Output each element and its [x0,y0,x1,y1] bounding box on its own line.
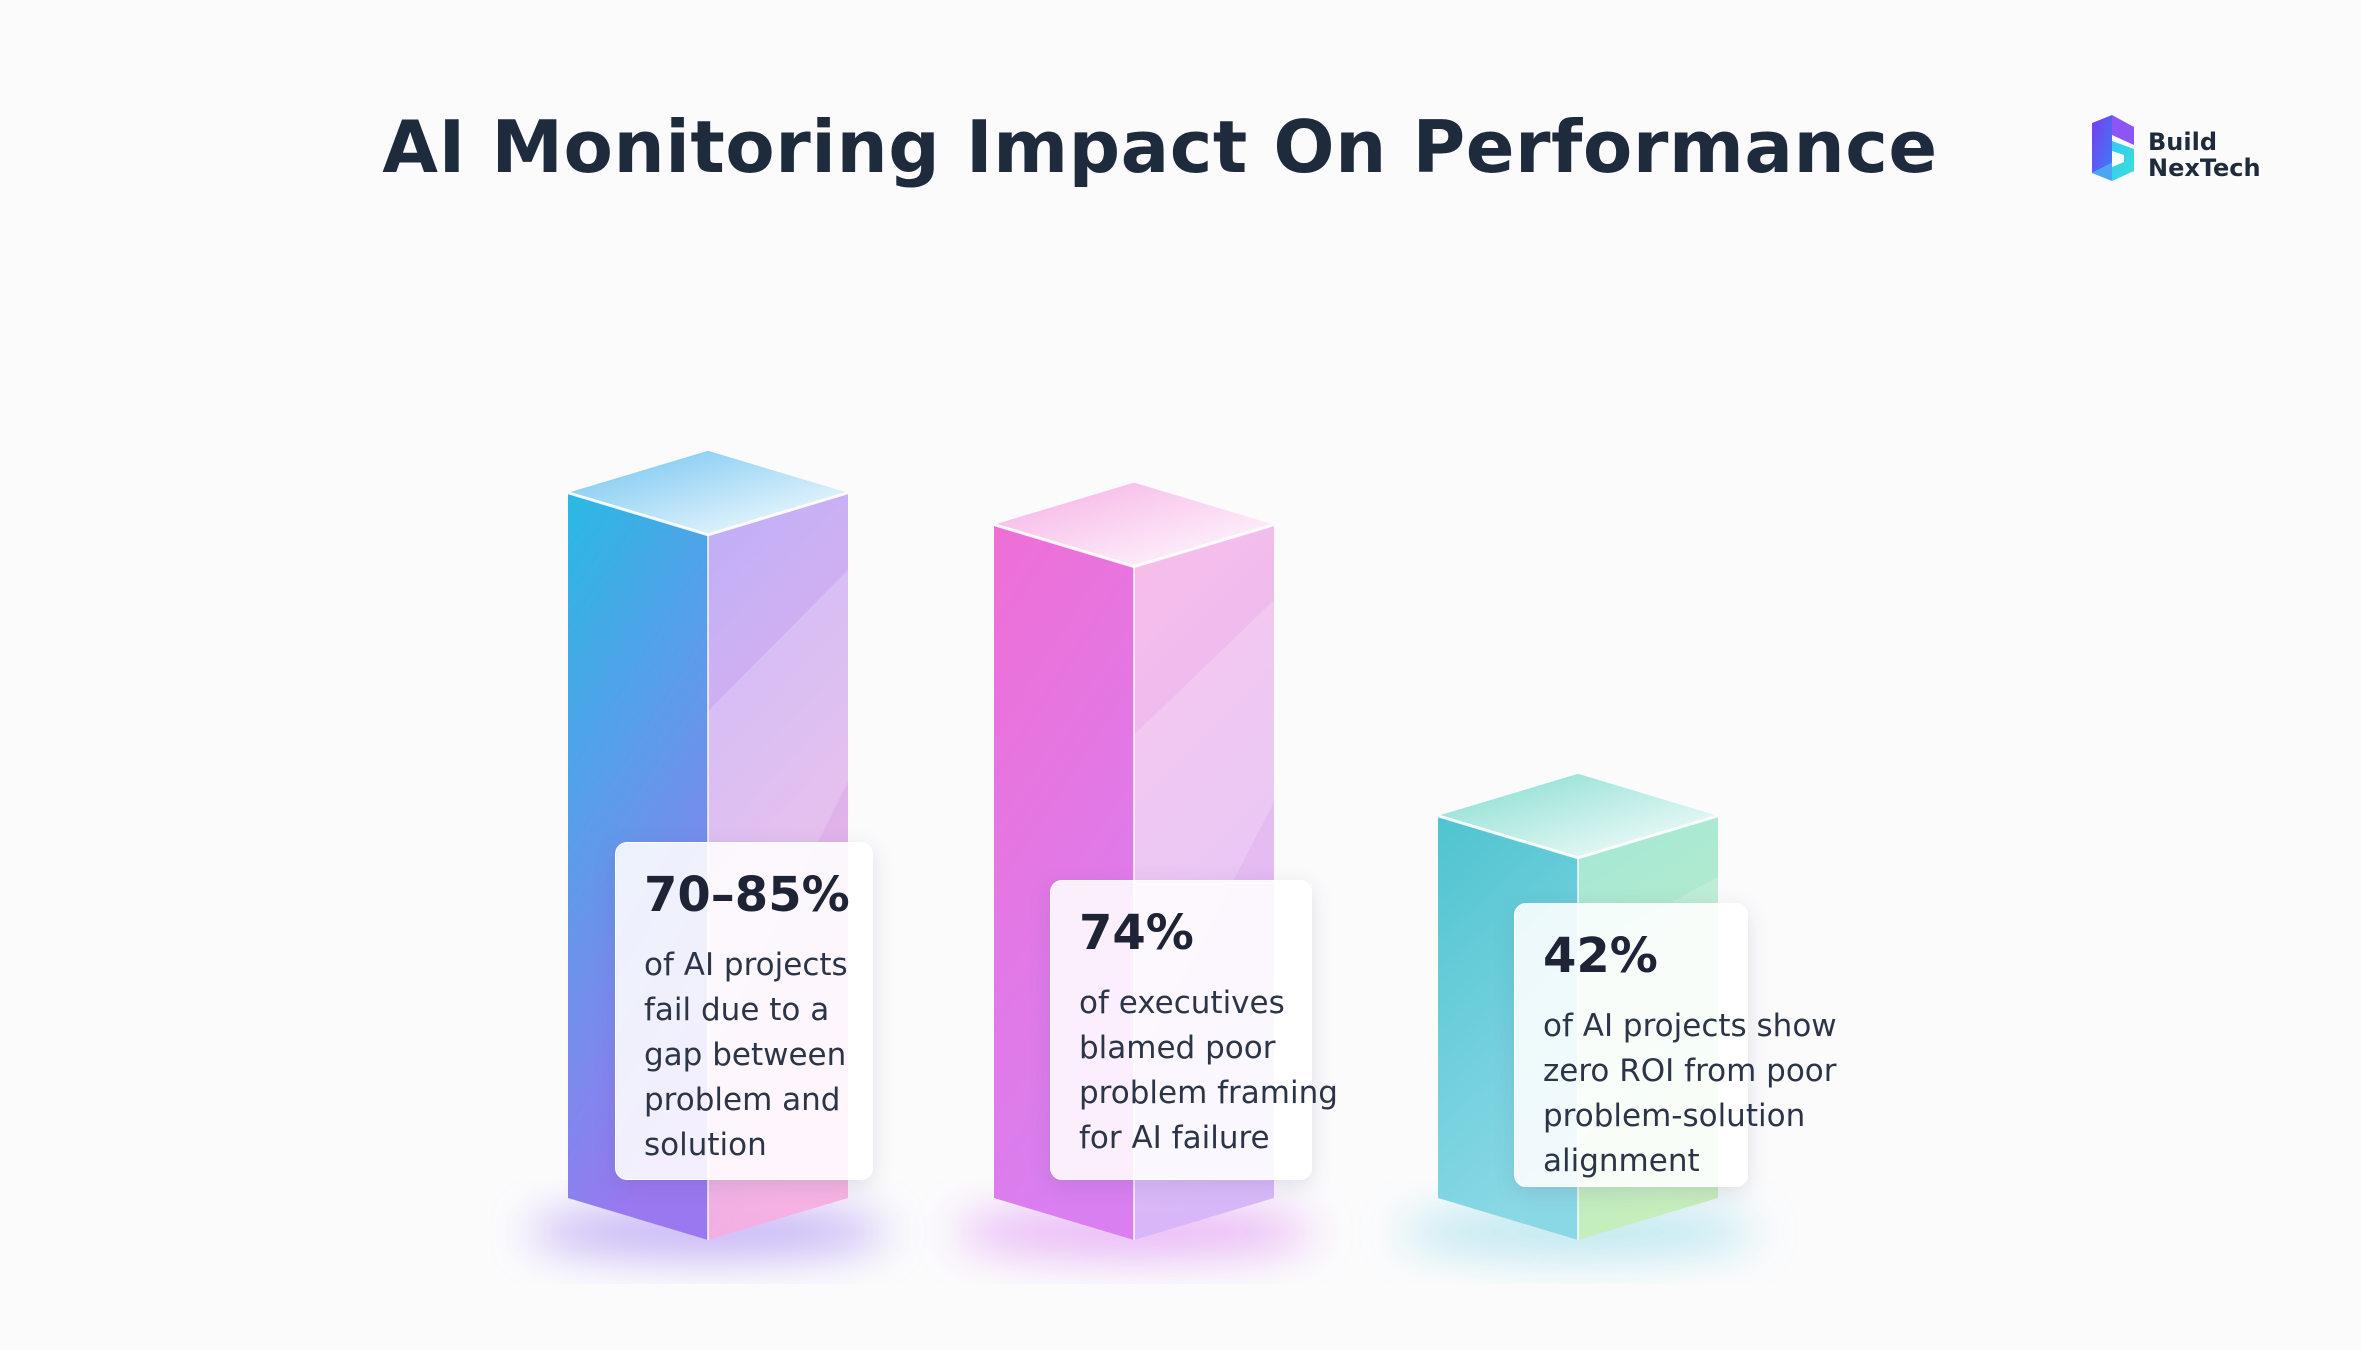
stat-description: of AI projects show zero ROI from poor p… [1543,1004,1837,1184]
desc-line: problem framing [1079,1075,1338,1111]
desc-line: problem-solution [1543,1098,1806,1134]
logo-text-line2: NexTech [2148,154,2261,182]
stat-description: of AI projects fail due to a gap between… [644,943,848,1168]
desc-line: blamed poor [1079,1030,1276,1066]
desc-line: fail due to a [644,992,830,1028]
stat-card-2: 74% of executives blamed poor problem fr… [1050,880,1338,1180]
desc-line: solution [644,1127,767,1163]
stat-value: 70–85% [644,867,850,923]
page-title: AI Monitoring Impact On Performance [382,105,1938,189]
desc-line: alignment [1543,1143,1700,1179]
desc-line: problem and [644,1082,841,1118]
stat-value: 42% [1543,928,1658,984]
stat-card-1: 70–85% of AI projects fail due to a gap … [615,842,873,1180]
desc-line: gap between [644,1037,847,1073]
stat-value: 74% [1079,905,1194,961]
build-nextech-logo-icon [2092,115,2134,181]
desc-line: of executives [1079,985,1285,1021]
desc-line: zero ROI from poor [1543,1053,1837,1089]
desc-line: of AI projects [644,947,848,983]
desc-line: for AI failure [1079,1120,1270,1156]
desc-line: of AI projects show [1543,1008,1837,1044]
brand-logo: Build NexTech [2090,115,2280,190]
logo-text-line1: Build [2148,128,2218,156]
stat-description: of executives blamed poor problem framin… [1079,981,1338,1161]
stat-card-3: 42% of AI projects show zero ROI from po… [1514,903,1837,1187]
